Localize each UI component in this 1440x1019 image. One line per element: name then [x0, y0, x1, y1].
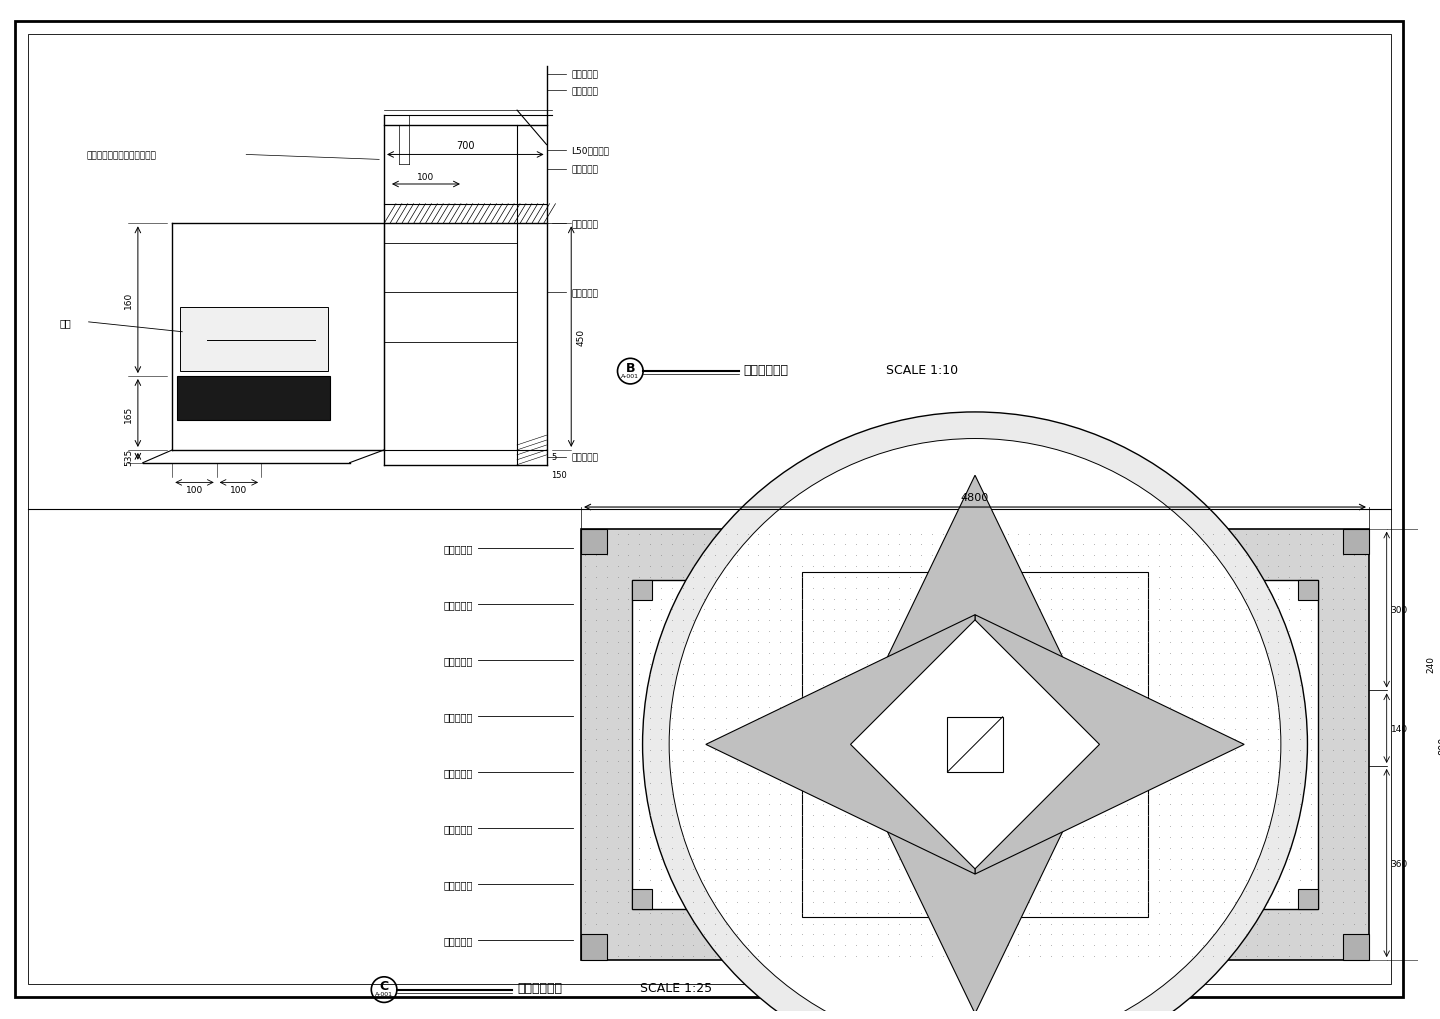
Text: 芝麻白石材: 芝麻白石材 [444, 879, 472, 890]
Text: R1400: R1400 [1005, 683, 1028, 708]
Text: 墨金沙石材: 墨金沙石材 [444, 767, 472, 777]
Bar [632, 581, 652, 600]
Text: A-001: A-001 [621, 373, 639, 378]
Text: 240: 240 [1426, 655, 1436, 673]
Bar [1344, 934, 1369, 960]
Bar [582, 529, 606, 554]
Text: 700: 700 [456, 141, 475, 151]
Text: R1450: R1450 [1030, 761, 1053, 788]
Bar [1297, 890, 1318, 909]
Text: 300: 300 [1391, 605, 1408, 614]
Text: 165: 165 [124, 405, 132, 422]
Bar [948, 717, 1002, 772]
Text: 100: 100 [418, 173, 435, 181]
Text: 总服务台剖面: 总服务台剖面 [743, 364, 789, 376]
Text: B: B [625, 362, 635, 374]
Text: 140: 140 [1391, 723, 1408, 733]
Bar [582, 934, 606, 960]
Text: 800: 800 [1439, 736, 1440, 754]
Polygon shape [845, 476, 1104, 745]
Bar [632, 581, 1318, 909]
Bar [177, 377, 330, 421]
Text: 5: 5 [552, 452, 557, 462]
Text: 360: 360 [1391, 859, 1408, 867]
Text: C: C [380, 979, 389, 993]
Polygon shape [845, 745, 1104, 1014]
Text: 雅士白石材: 雅士白石材 [572, 165, 598, 174]
Text: 450: 450 [576, 329, 585, 345]
Bar [1297, 581, 1318, 600]
Text: 芝麻白石材: 芝麻白石材 [444, 935, 472, 946]
Text: SCALE 1:25: SCALE 1:25 [641, 981, 713, 995]
Text: 大宗腰线来: 大宗腰线来 [572, 87, 598, 96]
Text: SCALE 1:10: SCALE 1:10 [887, 364, 959, 376]
Polygon shape [851, 621, 1100, 869]
Text: 地面拼花大样: 地面拼花大样 [517, 981, 562, 995]
Text: 墨金沙石材: 墨金沙石材 [444, 544, 472, 554]
Text: 雅士白石材: 雅士白石材 [572, 288, 598, 298]
Polygon shape [975, 615, 1244, 874]
Bar [180, 308, 328, 372]
Text: 墨金沙石材: 墨金沙石材 [444, 600, 472, 609]
Text: 4800: 4800 [960, 492, 989, 502]
Text: 100: 100 [230, 486, 248, 495]
Text: 160: 160 [124, 291, 132, 309]
Text: 535: 535 [124, 448, 132, 466]
Text: 150: 150 [552, 471, 567, 480]
Text: 墨金沙石材: 墨金沙石材 [444, 711, 472, 721]
Bar [632, 890, 652, 909]
Bar [582, 529, 1369, 960]
Polygon shape [706, 615, 975, 874]
Bar [802, 572, 1148, 917]
Text: 墨金沙石材: 墨金沙石材 [444, 656, 472, 665]
Circle shape [670, 439, 1280, 1019]
Circle shape [642, 413, 1308, 1019]
Text: 大宗综台面: 大宗综台面 [572, 70, 598, 79]
Bar [1344, 529, 1369, 554]
Text: 芝麻白石材: 芝麻白石材 [444, 823, 472, 834]
Text: L50楼梯角钢: L50楼梯角钢 [572, 146, 609, 155]
Text: 柜屉: 柜屉 [59, 318, 71, 327]
Text: 雅士白石材: 雅士白石材 [572, 220, 598, 228]
Text: 100: 100 [186, 486, 203, 495]
Text: 木工板基层红榉饰面烤漆清漆: 木工板基层红榉饰面烤漆清漆 [86, 151, 157, 160]
Text: 大宗腊石材: 大宗腊石材 [572, 452, 598, 462]
Text: A-001: A-001 [374, 991, 393, 997]
